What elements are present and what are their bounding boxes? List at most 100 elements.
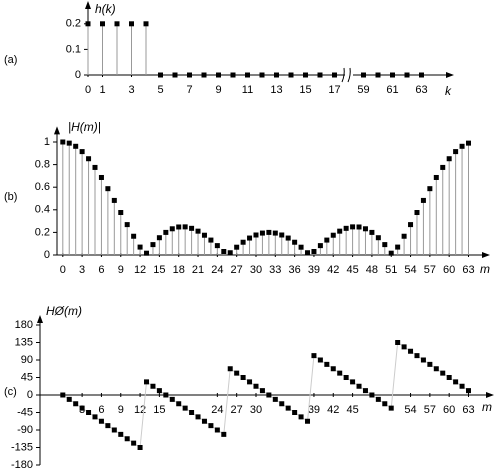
x-axis-arrow [486, 392, 494, 398]
y-tick-label: 135 [15, 336, 33, 348]
marker [201, 72, 207, 78]
marker [375, 72, 381, 78]
marker [137, 244, 143, 250]
x-tick-label: 1 [99, 84, 105, 96]
panel-label: (c) [4, 386, 17, 398]
marker [433, 174, 439, 180]
marker [453, 379, 459, 385]
marker [163, 229, 169, 235]
x-tick-label: 0 [85, 84, 91, 96]
marker [118, 431, 124, 437]
marker [156, 235, 162, 241]
marker [395, 244, 401, 250]
marker [330, 366, 336, 372]
marker [259, 72, 265, 78]
marker [311, 248, 317, 254]
x-tick-label: 63 [415, 84, 427, 96]
marker [182, 405, 188, 411]
marker [408, 222, 414, 228]
marker [131, 233, 137, 239]
x-tick-label: 12 [134, 264, 146, 276]
marker [433, 366, 439, 372]
marker [150, 383, 156, 389]
x-tick-label: 7 [186, 84, 192, 96]
y-axis-arrow [85, 1, 91, 9]
marker [92, 414, 98, 420]
y-tick-label: 0.8 [35, 159, 50, 171]
marker [279, 232, 285, 238]
marker [189, 225, 195, 231]
marker [105, 186, 111, 192]
marker [317, 243, 323, 249]
marker [356, 224, 362, 230]
marker [288, 72, 294, 78]
x-tick-label: 45 [346, 404, 358, 416]
panel-label: (a) [4, 54, 17, 66]
marker [79, 405, 85, 411]
x-tick-label: 39 [308, 264, 320, 276]
marker [100, 21, 105, 27]
marker [305, 250, 311, 256]
x-tick-label: 6 [98, 404, 104, 416]
marker [85, 21, 91, 27]
x-axis-label: m [482, 400, 492, 414]
marker [156, 388, 162, 394]
marker [279, 401, 285, 407]
marker [247, 235, 253, 241]
marker [408, 348, 414, 354]
marker [375, 235, 381, 241]
x-tick-label: 36 [289, 264, 301, 276]
marker [350, 379, 356, 385]
marker [446, 156, 452, 162]
x-axis-arrow [446, 72, 454, 78]
x-axis-label: m [480, 262, 490, 276]
y-tick-label: 0 [75, 69, 81, 81]
marker [172, 72, 178, 78]
marker [285, 235, 291, 241]
x-tick-label: 60 [443, 264, 455, 276]
marker [79, 149, 85, 155]
y-tick-label: -90 [17, 424, 33, 436]
marker [440, 370, 446, 376]
y-tick-label: 0 [44, 249, 50, 261]
marker [73, 401, 79, 407]
marker [350, 224, 356, 230]
y-tick-label: 0.6 [35, 181, 50, 193]
marker [272, 230, 278, 236]
marker [390, 72, 395, 78]
marker [201, 418, 207, 424]
marker [404, 72, 410, 78]
x-axis-arrow [482, 252, 490, 258]
marker [189, 410, 195, 415]
y-tick-label: 0.2 [66, 18, 81, 30]
marker [292, 239, 298, 245]
x-tick-label: 3 [128, 84, 134, 96]
y-tick-label: 90 [21, 354, 33, 366]
marker [274, 72, 279, 78]
marker [369, 229, 375, 235]
marker [317, 72, 323, 78]
marker [114, 21, 120, 27]
marker [221, 248, 227, 254]
marker [420, 357, 426, 363]
marker [214, 427, 220, 433]
marker [446, 375, 452, 380]
marker [395, 340, 401, 345]
marker [144, 379, 150, 385]
marker [60, 392, 66, 398]
marker [176, 401, 182, 407]
marker [414, 210, 420, 216]
marker [414, 353, 420, 359]
y-tick-label: 0 [27, 389, 33, 401]
marker [169, 396, 175, 402]
x-tick-label: 33 [269, 264, 281, 276]
marker [388, 405, 394, 411]
marker [459, 143, 465, 149]
marker [382, 242, 388, 248]
marker [105, 423, 111, 429]
x-tick-label: 24 [211, 264, 223, 276]
x-tick-label: 30 [250, 404, 262, 416]
marker [143, 21, 149, 27]
x-tick-label: 57 [424, 404, 436, 416]
